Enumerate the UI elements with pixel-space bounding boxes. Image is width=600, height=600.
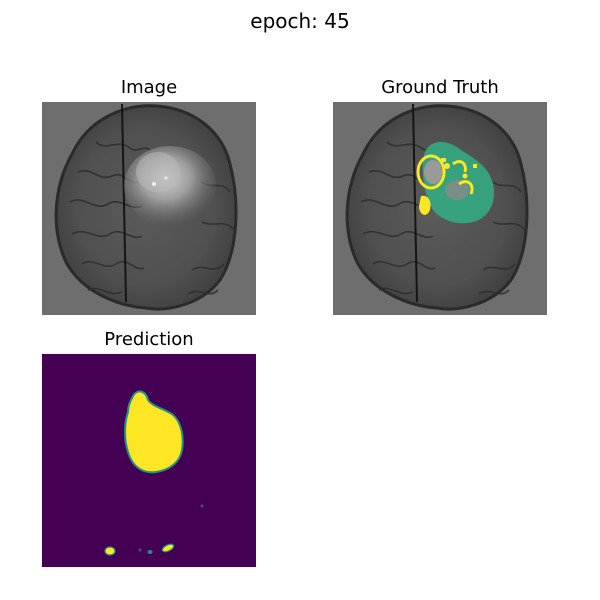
image-panel [42, 102, 256, 315]
ground-truth-panel-title: Ground Truth [381, 77, 499, 98]
predicted-tumor-region [124, 390, 184, 474]
prediction-mask-image [42, 354, 256, 567]
image-panel-title: Image [120, 77, 178, 98]
figure-suptitle: epoch: 45 [250, 9, 350, 33]
ground-truth-yellow-region [416, 154, 474, 195]
ground-truth-overlay-image [333, 102, 547, 315]
prediction-panel-title: Prediction [104, 329, 194, 350]
midline [121, 103, 127, 303]
prediction-panel [42, 354, 256, 567]
mri-scan-image [42, 102, 256, 315]
ground-truth-panel [333, 102, 547, 315]
predicted-small-regions [104, 504, 204, 556]
